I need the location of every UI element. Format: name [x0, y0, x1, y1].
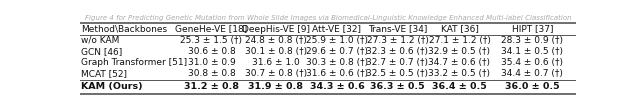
Text: KAM (Ours): KAM (Ours) [81, 82, 143, 91]
Text: 31.6 ± 0.6 (†): 31.6 ± 0.6 (†) [306, 69, 368, 78]
Text: 34.1 ± 0.5 (†): 34.1 ± 0.5 (†) [501, 47, 563, 56]
Text: Method\Backbones: Method\Backbones [81, 25, 167, 34]
Text: 32.5 ± 0.5 (†): 32.5 ± 0.5 (†) [367, 69, 428, 78]
Text: 30.6 ± 0.8: 30.6 ± 0.8 [188, 47, 236, 56]
Text: 30.7 ± 0.8 (†): 30.7 ± 0.8 (†) [245, 69, 307, 78]
Text: 34.3 ± 0.6: 34.3 ± 0.6 [310, 82, 364, 91]
Text: Figure 4 for Predicting Genetic Mutation from Whole Slide Images via Biomedical-: Figure 4 for Predicting Genetic Mutation… [84, 15, 572, 21]
Text: 32.3 ± 0.6 (†): 32.3 ± 0.6 (†) [367, 47, 428, 56]
Text: 33.2 ± 0.5 (†): 33.2 ± 0.5 (†) [428, 69, 490, 78]
Text: 31.2 ± 0.8: 31.2 ± 0.8 [184, 82, 239, 91]
Text: 25.3 ± 1.5 (†): 25.3 ± 1.5 (†) [180, 36, 243, 45]
Text: 35.4 ± 0.6 (†): 35.4 ± 0.6 (†) [501, 58, 563, 67]
Text: w/o KAM: w/o KAM [81, 36, 120, 45]
Text: KAT [36]: KAT [36] [440, 25, 478, 34]
Text: 36.3 ± 0.5: 36.3 ± 0.5 [370, 82, 425, 91]
Text: Graph Transformer [51]: Graph Transformer [51] [81, 58, 187, 67]
Text: Att-VE [32]: Att-VE [32] [312, 25, 362, 34]
Text: 29.6 ± 0.7 (†): 29.6 ± 0.7 (†) [306, 47, 368, 56]
Text: 30.1 ± 0.8 (†): 30.1 ± 0.8 (†) [245, 47, 307, 56]
Text: MCAT [52]: MCAT [52] [81, 69, 127, 78]
Text: GeneHe-VE [18]: GeneHe-VE [18] [175, 25, 248, 34]
Text: 31.9 ± 0.8: 31.9 ± 0.8 [248, 82, 303, 91]
Text: 27.1 ± 1.2 (†): 27.1 ± 1.2 (†) [429, 36, 490, 45]
Text: 34.7 ± 0.6 (†): 34.7 ± 0.6 (†) [428, 58, 490, 67]
Text: Trans-VE [34]: Trans-VE [34] [368, 25, 427, 34]
Text: 36.0 ± 0.5: 36.0 ± 0.5 [505, 82, 559, 91]
Text: 28.3 ± 0.9 (†): 28.3 ± 0.9 (†) [501, 36, 563, 45]
Text: 30.8 ± 0.8: 30.8 ± 0.8 [188, 69, 236, 78]
Text: 36.4 ± 0.5: 36.4 ± 0.5 [432, 82, 487, 91]
Text: 31.0 ± 0.9: 31.0 ± 0.9 [188, 58, 236, 67]
Text: 32.7 ± 0.7 (†): 32.7 ± 0.7 (†) [367, 58, 428, 67]
Text: 32.9 ± 0.5 (†): 32.9 ± 0.5 (†) [428, 47, 490, 56]
Text: 27.3 ± 1.2 (†): 27.3 ± 1.2 (†) [367, 36, 428, 45]
Text: DeepHis-VE [9]: DeepHis-VE [9] [242, 25, 310, 34]
Text: 25.9 ± 1.0 (†): 25.9 ± 1.0 (†) [306, 36, 368, 45]
Text: 24.8 ± 0.8 (†): 24.8 ± 0.8 (†) [245, 36, 307, 45]
Text: HIPT [37]: HIPT [37] [511, 25, 553, 34]
Text: 31.6 ± 1.0: 31.6 ± 1.0 [252, 58, 300, 67]
Text: 34.4 ± 0.7 (†): 34.4 ± 0.7 (†) [501, 69, 563, 78]
Text: GCN [46]: GCN [46] [81, 47, 122, 56]
Text: 30.3 ± 0.8 (†): 30.3 ± 0.8 (†) [306, 58, 368, 67]
